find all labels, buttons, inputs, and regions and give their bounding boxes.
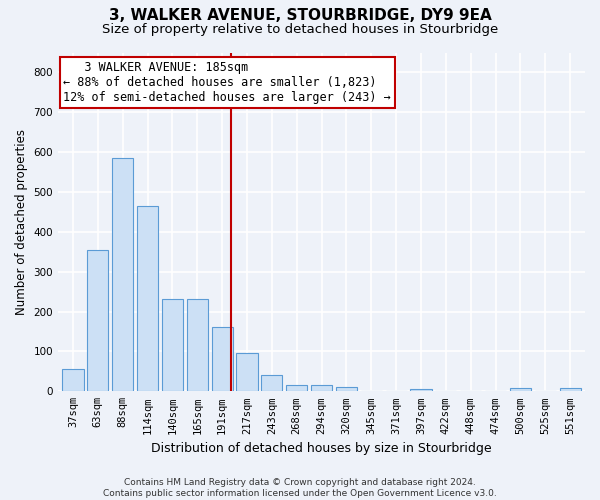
Bar: [112, 158, 133, 392]
Bar: [286, 384, 307, 392]
Bar: [187, 299, 208, 392]
Y-axis label: Number of detached properties: Number of detached properties: [15, 129, 28, 315]
X-axis label: Distribution of detached houses by size in Stourbridge: Distribution of detached houses by size …: [151, 442, 492, 455]
Text: Contains HM Land Registry data © Crown copyright and database right 2024.
Contai: Contains HM Land Registry data © Crown c…: [103, 478, 497, 498]
Bar: [162, 299, 183, 392]
Bar: [311, 384, 332, 392]
Bar: [410, 390, 431, 392]
Bar: [336, 386, 357, 392]
Bar: [261, 374, 283, 392]
Text: 3 WALKER AVENUE: 185sqm
← 88% of detached houses are smaller (1,823)
12% of semi: 3 WALKER AVENUE: 185sqm ← 88% of detache…: [64, 61, 391, 104]
Bar: [560, 388, 581, 392]
Bar: [62, 370, 83, 392]
Bar: [137, 206, 158, 392]
Bar: [212, 326, 233, 392]
Bar: [510, 388, 531, 392]
Text: Size of property relative to detached houses in Stourbridge: Size of property relative to detached ho…: [102, 22, 498, 36]
Text: 3, WALKER AVENUE, STOURBRIDGE, DY9 9EA: 3, WALKER AVENUE, STOURBRIDGE, DY9 9EA: [109, 8, 491, 22]
Bar: [87, 250, 109, 392]
Bar: [236, 354, 257, 392]
